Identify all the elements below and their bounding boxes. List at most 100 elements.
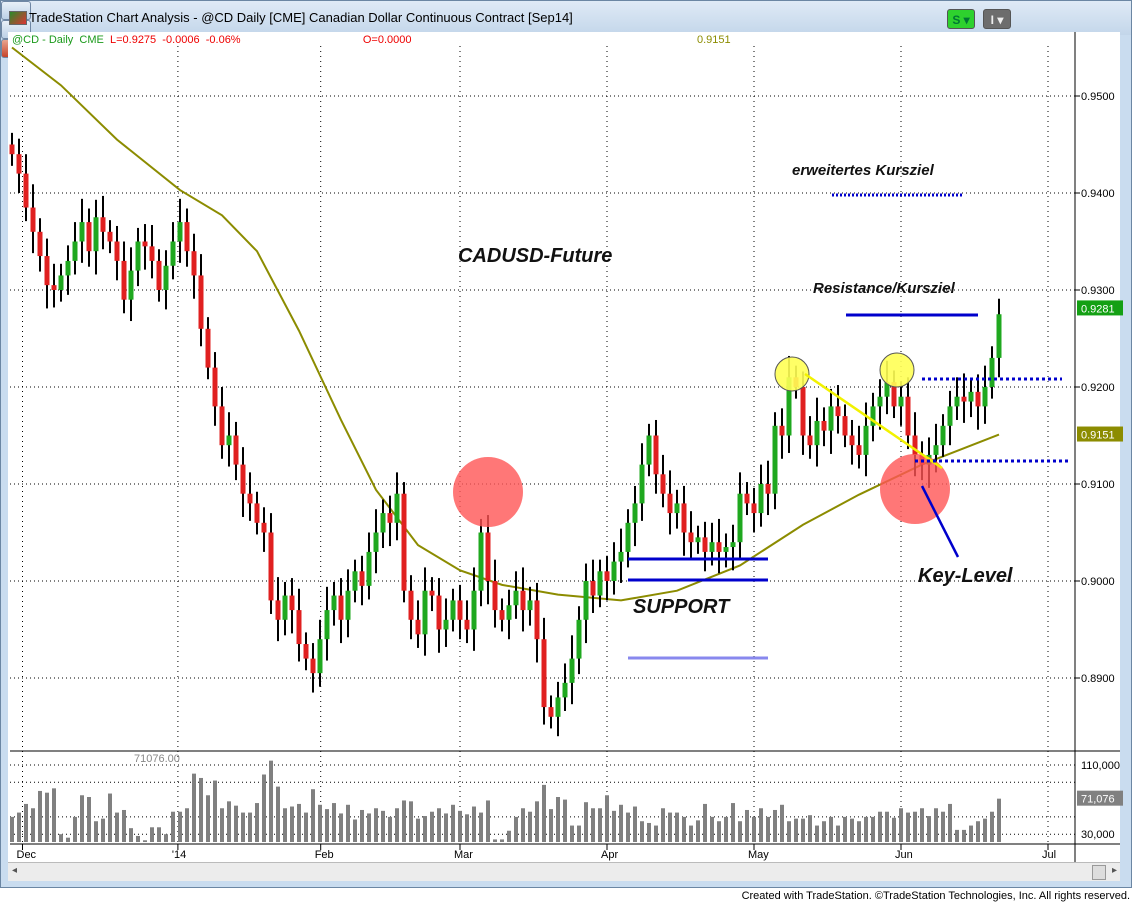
candle-body: [954, 396, 960, 407]
date-tick-label: Apr: [601, 849, 618, 861]
candle-body: [9, 144, 15, 155]
volume-bar: [486, 800, 490, 842]
indicator-button[interactable]: I ▾: [983, 9, 1011, 29]
volume-bar: [633, 806, 637, 842]
volume-bar: [822, 821, 826, 842]
candle-body: [436, 595, 442, 630]
candle-body: [394, 493, 400, 523]
candle-body: [23, 173, 29, 208]
candle-body: [779, 425, 785, 436]
candle: [310, 643, 316, 693]
candle-body: [338, 595, 344, 620]
volume-bar: [892, 817, 896, 842]
candle: [23, 154, 29, 222]
candle: [975, 374, 981, 430]
candle: [303, 632, 309, 671]
date-tick-label: May: [748, 849, 769, 861]
price-tick-label: 0.9200: [1081, 382, 1115, 394]
candle: [135, 227, 141, 287]
candle: [289, 578, 295, 634]
candle-body: [961, 396, 967, 402]
volume-bar: [185, 808, 189, 842]
candle: [163, 250, 169, 310]
volume-bar: [73, 816, 77, 842]
candle: [401, 482, 407, 603]
candle: [772, 412, 778, 510]
volume-bar: [871, 816, 875, 842]
volume-bar: [206, 795, 210, 842]
volume-bar: [458, 810, 462, 842]
candle-body: [548, 707, 554, 717]
candle: [807, 416, 813, 459]
volume-bar: [542, 784, 546, 842]
candle-body: [856, 445, 862, 455]
volume-bar: [976, 821, 980, 842]
volume-bar: [241, 812, 245, 842]
candle: [9, 132, 15, 166]
symbol-label: @CD - Daily: [12, 34, 74, 46]
candle-body: [751, 503, 757, 514]
candle: [485, 515, 491, 605]
candle-body: [499, 610, 505, 620]
volume-bar: [493, 839, 497, 842]
candle: [44, 238, 50, 309]
tradestation-logo-icon: [9, 11, 27, 25]
candle: [471, 567, 477, 651]
candle-body: [625, 522, 631, 552]
volume-bar: [430, 811, 434, 842]
candle-body: [485, 532, 491, 581]
date-tick-label: Jun: [895, 849, 913, 861]
volume-bar: [773, 809, 777, 842]
candle-body: [583, 581, 589, 620]
candle: [212, 352, 218, 426]
candle-body: [709, 542, 715, 552]
volume-bar: [346, 804, 350, 842]
volume-bar: [661, 808, 665, 842]
candle: [492, 559, 498, 628]
scrollbar-thumb[interactable]: [1092, 865, 1106, 880]
volume-bar: [157, 827, 161, 842]
percent-change: -0.06%: [205, 34, 241, 46]
candle: [282, 581, 288, 636]
candle-body: [590, 581, 596, 596]
volume-bar: [801, 818, 805, 842]
candle: [359, 555, 365, 606]
volume-bar: [416, 818, 420, 842]
candle: [240, 447, 246, 517]
open-price: O=0.0000: [362, 34, 412, 46]
volume-bar: [17, 812, 21, 842]
candle-body: [681, 503, 687, 533]
volume-bar: [465, 814, 469, 842]
volume-bar: [962, 829, 966, 842]
candle: [604, 555, 610, 601]
candle-body: [163, 265, 169, 290]
candle-body: [471, 590, 477, 630]
volume-bar: [689, 825, 693, 842]
scroll-left-icon[interactable]: ◂: [12, 865, 18, 876]
candle: [30, 184, 36, 254]
horizontal-scrollbar[interactable]: ◂ ▸: [8, 862, 1120, 881]
candle: [541, 617, 547, 725]
volume-flag-bg: [1077, 790, 1123, 806]
candle-body: [387, 513, 393, 523]
candle: [247, 472, 253, 521]
candle: [373, 509, 379, 574]
candle-body: [870, 406, 876, 426]
candle: [429, 577, 435, 612]
candle-body: [366, 551, 372, 586]
volume-bar: [360, 809, 364, 842]
candle: [751, 487, 757, 533]
candle-body: [464, 619, 470, 630]
ma-value-label: 0.9151: [697, 34, 731, 46]
volume-bar: [248, 812, 252, 842]
volume-bar: [941, 811, 945, 842]
volume-bar: [479, 812, 483, 842]
volume-bar: [934, 808, 938, 842]
candle-body: [303, 644, 309, 659]
volume-bar: [80, 795, 84, 842]
scroll-right-icon[interactable]: ▸: [1111, 865, 1117, 876]
strategy-button[interactable]: S ▾: [947, 9, 975, 29]
candle-body: [373, 532, 379, 552]
volume-bar: [815, 825, 819, 842]
